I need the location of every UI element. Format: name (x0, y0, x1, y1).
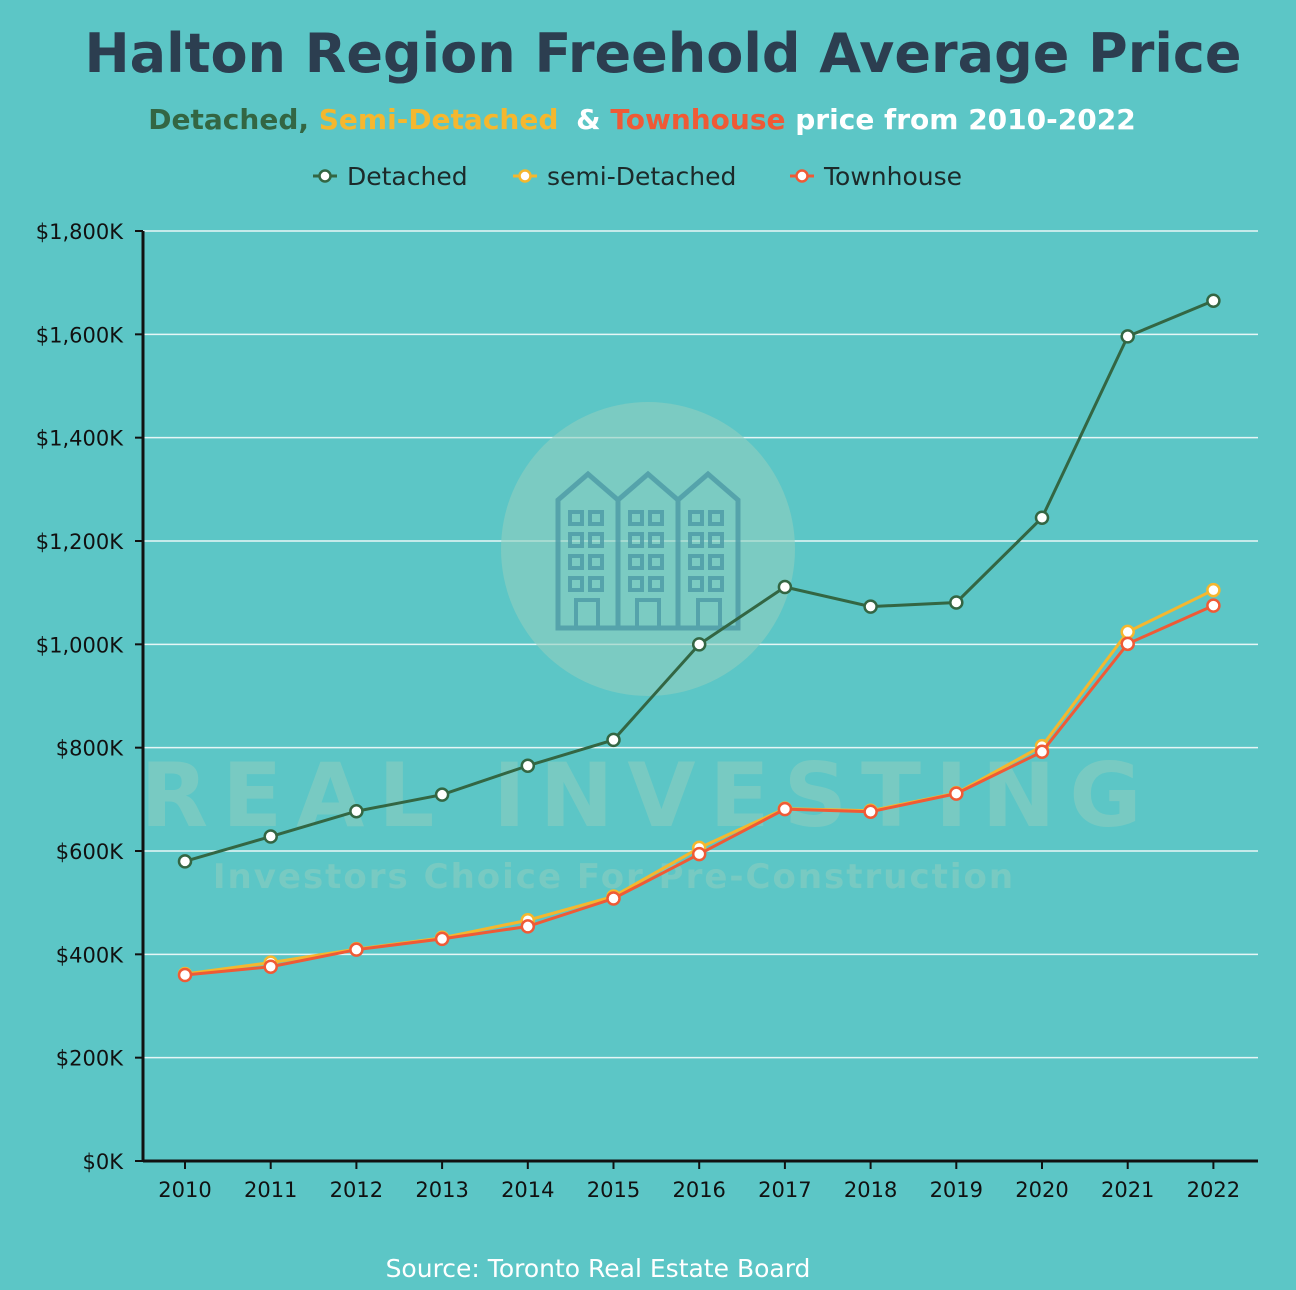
watermark-name: REAL INVESTING (140, 744, 1155, 847)
chart-subtitle: Detached, Semi-Detached & Townhouse pric… (148, 103, 1135, 136)
watermark: REAL INVESTING Investors Choice For Pre-… (140, 402, 1155, 897)
legend-label-semi-detached: semi-Detached (547, 162, 736, 191)
data-point-townhouse (949, 786, 964, 801)
x-tick-label: 2010 (158, 1178, 211, 1202)
y-tick-label: $200K (56, 1047, 124, 1071)
legend-item-detached: Detached (313, 162, 468, 191)
data-point-townhouse (606, 891, 621, 906)
chart-title: Halton Region Freehold Average Price (84, 22, 1241, 85)
data-point-detached (777, 579, 793, 595)
legend-marker-semi-detached (518, 169, 532, 183)
y-tick-label: $0K (83, 1150, 125, 1174)
legend-label-detached: Detached (347, 162, 468, 191)
subtitle-rest: price from 2010-2022 (795, 103, 1135, 136)
y-tick-label: $1,800K (36, 220, 124, 244)
data-point-townhouse (349, 942, 364, 957)
y-tick-label: $600K (56, 840, 124, 864)
x-tick-label: 2017 (758, 1178, 811, 1202)
data-point-semi-detached (1206, 582, 1221, 598)
x-tick-label: 2016 (672, 1178, 725, 1202)
y-tick-label: $1,200K (36, 530, 124, 554)
data-point-detached (863, 599, 878, 614)
x-tick-label: 2015 (587, 1178, 640, 1202)
data-point-detached (606, 732, 621, 748)
data-point-detached (434, 787, 450, 802)
x-tick-label: 2021 (1101, 1178, 1154, 1202)
x-tick-label: 2019 (930, 1178, 983, 1202)
legend-item-townhouse: Townhouse (790, 162, 962, 191)
y-tick-label: $800K (56, 737, 124, 761)
data-point-detached (1120, 329, 1135, 344)
subtitle-amp: & (576, 103, 600, 136)
y-tick-label: $400K (56, 943, 124, 967)
source-note: Source: Toronto Real Estate Board (386, 1254, 811, 1283)
data-point-townhouse (1120, 636, 1135, 652)
watermark-logo-circle (501, 402, 795, 696)
data-point-townhouse (263, 959, 278, 974)
data-point-semi-detached (1120, 624, 1135, 640)
data-point-detached (1034, 510, 1050, 525)
data-point-townhouse (1206, 598, 1221, 613)
data-point-detached (263, 829, 278, 844)
subtitle-town: Townhouse (610, 103, 785, 136)
x-tick-label: 2022 (1187, 1178, 1240, 1202)
data-point-detached (177, 854, 193, 869)
legend-marker-detached (318, 169, 332, 183)
data-point-detached (691, 637, 707, 652)
data-point-townhouse (177, 967, 193, 983)
data-point-detached (949, 595, 964, 610)
data-point-townhouse (434, 931, 450, 947)
data-point-detached (349, 803, 364, 819)
legend-marker-townhouse (795, 169, 809, 183)
series-layer (177, 293, 1221, 983)
legend-item-semi-detached: semi-Detached (513, 162, 736, 191)
y-tick-label: $1,000K (36, 633, 124, 657)
subtitle-semi: Semi-Detached (319, 103, 559, 136)
y-tick-label: $1,600K (36, 323, 124, 347)
data-point-townhouse (863, 804, 878, 819)
y-tick-label: $1,400K (36, 427, 124, 451)
legend-label-townhouse: Townhouse (823, 162, 962, 191)
data-point-townhouse (520, 919, 536, 934)
x-tick-label: 2014 (501, 1178, 554, 1202)
data-point-detached (520, 758, 536, 773)
data-point-townhouse (1034, 744, 1050, 760)
legend: Detached semi-Detached Townhouse (313, 162, 962, 191)
data-point-townhouse (777, 801, 793, 817)
x-tick-label: 2018 (844, 1178, 897, 1202)
townhouse-logo-icon (555, 470, 741, 631)
subtitle-detached: Detached, (148, 103, 309, 136)
x-tick-label: 2020 (1015, 1178, 1068, 1202)
x-tick-label: 2012 (330, 1178, 383, 1202)
x-tick-label: 2011 (244, 1178, 297, 1202)
data-point-detached (1206, 293, 1221, 308)
data-point-townhouse (691, 846, 707, 862)
x-tick-label: 2013 (415, 1178, 468, 1202)
